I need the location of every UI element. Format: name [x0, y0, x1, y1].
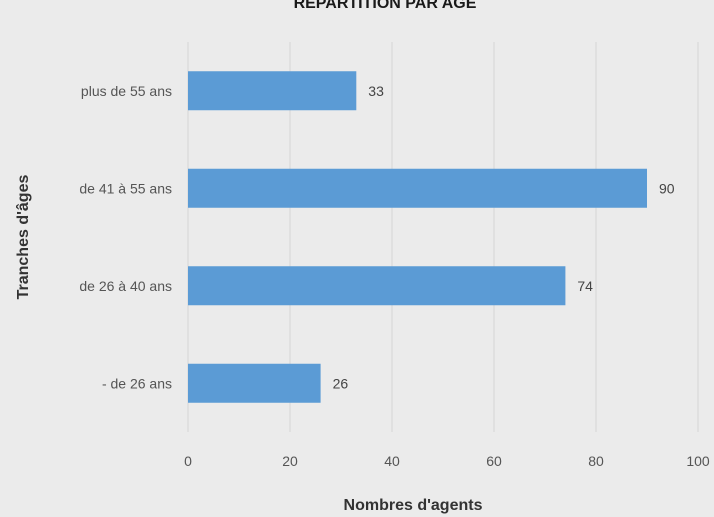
data-label: 33 [368, 83, 384, 99]
bar [188, 71, 357, 111]
x-tick-label: 0 [184, 453, 192, 469]
data-label: 74 [577, 278, 593, 294]
category-label: de 41 à 55 ans [79, 180, 172, 196]
category-label: plus de 55 ans [81, 83, 172, 99]
data-label: 26 [333, 375, 349, 391]
x-tick-label: 20 [282, 453, 298, 469]
bar [188, 363, 321, 403]
x-tick-label: 40 [384, 453, 400, 469]
x-axis-title: Nombres d'agents [344, 497, 483, 514]
data-label: 90 [659, 180, 675, 196]
labels: 0 20 40 60 80 100 plus de 55 ans 33 de 41 à 55 a… [79, 83, 710, 469]
category-label: - de 26 ans [102, 375, 172, 391]
bar [188, 168, 647, 208]
category-label: de 26 à 40 ans [79, 278, 172, 294]
x-tick-label: 100 [686, 453, 710, 469]
y-axis-title: Tranches d'âges [15, 175, 32, 300]
chart-title: REPARTITION PAR AGE [294, 0, 477, 12]
bar [188, 266, 566, 306]
bars [188, 71, 647, 403]
x-tick-label: 60 [486, 453, 502, 469]
x-tick-label: 80 [588, 453, 604, 469]
